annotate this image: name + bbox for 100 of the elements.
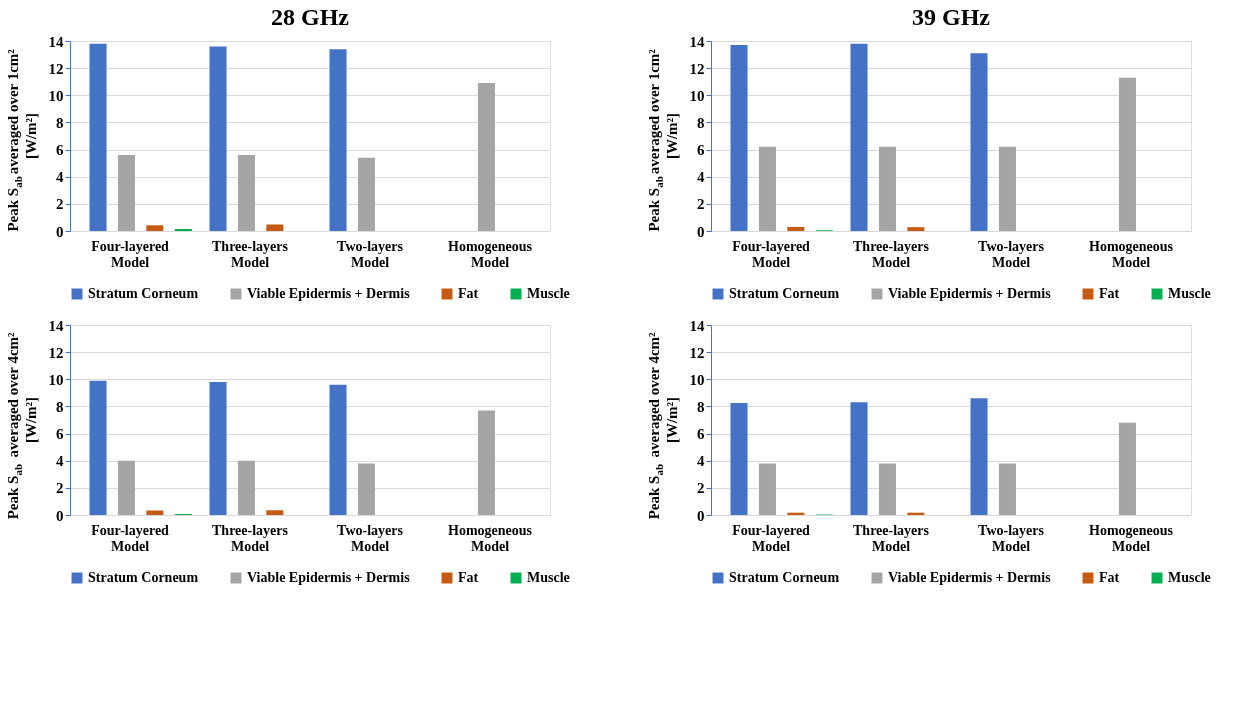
bar [1118,422,1136,515]
legend-label: Viable Epidermis + Dermis [888,570,1052,585]
x-tick-label: Three-layers Model [212,522,289,554]
bar [357,463,375,515]
bar [878,146,896,231]
y-tick-label: 6 [56,426,64,443]
bar [329,49,347,231]
bar [174,228,192,231]
bar [357,157,375,231]
legend-label: Viable Epidermis + Dermis [247,286,411,301]
legend-label: Fat [1099,570,1120,585]
y-tick-label: 10 [48,87,64,104]
x-tick-label: Homogeneous Model [1089,522,1174,554]
bar [237,155,255,231]
y-tick-label: 12 [48,60,64,77]
x-tick-label: Three-layers Model [853,522,930,554]
bar [878,463,896,515]
y-tick-label: 6 [56,142,64,159]
y-tick-label: 2 [56,196,64,213]
y-tick-label: 12 [48,344,64,361]
bar [758,463,776,515]
x-tick-label: Homogeneous Model [448,238,533,270]
y-tick-label: 0 [56,507,64,524]
y-tick-label: 14 [48,317,64,334]
bar [477,83,495,231]
y-tick-label: 10 [689,371,705,388]
y-tick-label: 8 [697,398,705,415]
legend-label: Muscle [527,570,570,585]
legend-label: Stratum Corneum [88,286,199,301]
y-tick-label: 10 [689,87,705,104]
bar [998,146,1016,231]
y-tick-label: 12 [689,60,705,77]
bar [477,410,495,515]
y-axis-title: Peak Sabaveraged over 1cm² [W/m²] [5,48,39,232]
bar [117,155,135,231]
y-tick-label: 8 [56,114,64,131]
bar [1118,77,1136,231]
legend-label: Fat [458,570,479,585]
x-tick-label: Homogeneous Model [448,522,533,554]
x-tick-label: Three-layers Model [853,238,930,270]
y-tick-label: 10 [48,371,64,388]
bar [237,460,255,515]
bar [730,45,748,231]
bar [329,384,347,515]
y-tick-label: 14 [689,317,705,334]
chart-title: 28 GHz [271,4,350,30]
bar [970,398,988,515]
bar [89,43,107,231]
y-tick-label: 0 [697,223,705,240]
chart-title: 39 GHz [912,4,991,30]
y-tick-label: 8 [697,114,705,131]
y-tick-label: 0 [56,223,64,240]
bar [146,225,164,231]
bar [998,463,1016,515]
x-tick-label: Four-layered Model [732,238,811,270]
y-tick-label: 0 [697,507,705,524]
y-tick-label: 4 [697,169,705,186]
y-tick-label: 4 [697,453,705,470]
legend-label: Muscle [527,286,570,301]
x-tick-label: Three-layers Model [212,238,289,270]
bar [850,402,868,515]
y-tick-label: 14 [689,33,705,50]
bar [730,403,748,515]
bar [209,382,227,515]
legend-label: Fat [1099,286,1120,301]
y-tick-label: 2 [56,480,64,497]
x-tick-label: Four-layered Model [732,522,811,554]
legend-label: Fat [458,286,479,301]
x-tick-label: Two-layers Model [337,238,404,270]
x-tick-label: Homogeneous Model [1089,238,1174,270]
legend-label: Stratum Corneum [729,570,840,585]
x-tick-label: Four-layered Model [91,522,170,554]
legend-label: Viable Epidermis + Dermis [888,286,1052,301]
bar [787,226,805,231]
y-tick-label: 4 [56,169,64,186]
x-tick-label: Two-layers Model [978,522,1045,554]
y-tick-label: 2 [697,196,705,213]
x-tick-label: Two-layers Model [978,238,1045,270]
y-tick-label: 6 [697,426,705,443]
y-tick-label: 12 [689,344,705,361]
y-axis-title: Peak Sab averaged over 4cm² [W/m²] [646,331,680,520]
bar [117,460,135,515]
bar [89,380,107,515]
bar [266,224,284,231]
bar [907,227,925,231]
bar [970,53,988,231]
y-tick-label: 2 [697,480,705,497]
y-tick-label: 6 [697,142,705,159]
bar [758,146,776,231]
bar [850,43,868,231]
legend-label: Stratum Corneum [88,570,199,585]
y-tick-label: 8 [56,398,64,415]
y-tick-label: 4 [56,453,64,470]
y-tick-label: 14 [48,33,64,50]
legend-label: Stratum Corneum [729,286,840,301]
legend-label: Viable Epidermis + Dermis [247,570,411,585]
y-axis-title: Peak Sabaveraged over 1cm² [W/m²] [646,48,680,232]
bar [209,46,227,231]
x-tick-label: Two-layers Model [337,522,404,554]
x-tick-label: Four-layered Model [91,238,170,270]
